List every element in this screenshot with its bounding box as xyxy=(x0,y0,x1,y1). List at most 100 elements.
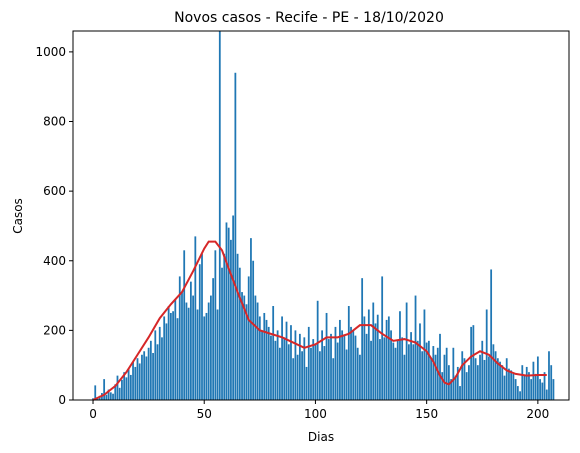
x-tick-label: 100 xyxy=(304,407,327,421)
bar xyxy=(296,354,299,400)
bar xyxy=(172,311,174,400)
bar xyxy=(227,227,230,400)
bar xyxy=(105,394,108,400)
bar xyxy=(94,385,97,400)
bar xyxy=(488,356,490,400)
bar xyxy=(383,337,386,400)
bar xyxy=(192,295,194,400)
bar xyxy=(176,318,179,400)
bar xyxy=(470,326,473,400)
bar xyxy=(545,389,548,400)
bar xyxy=(445,347,448,400)
bar xyxy=(399,311,401,400)
bar xyxy=(341,330,344,400)
bar xyxy=(174,299,177,400)
bar xyxy=(474,358,477,400)
bar xyxy=(439,333,441,400)
bar xyxy=(539,379,541,400)
bar xyxy=(323,346,326,400)
bar xyxy=(225,222,228,400)
bar xyxy=(503,375,506,400)
bar xyxy=(479,354,481,400)
bar-series xyxy=(92,31,555,401)
bar xyxy=(514,379,517,400)
bar xyxy=(312,339,315,400)
bar xyxy=(310,347,312,400)
bar xyxy=(434,354,437,400)
bar xyxy=(374,323,377,400)
bar xyxy=(425,342,428,400)
bar xyxy=(350,326,352,400)
bar xyxy=(234,72,237,401)
bar xyxy=(343,335,346,400)
bar xyxy=(194,236,197,400)
bar xyxy=(459,386,461,400)
bar xyxy=(528,372,530,400)
bar xyxy=(530,379,533,400)
bar xyxy=(201,253,203,400)
bar xyxy=(347,306,350,400)
bar xyxy=(121,379,123,400)
bar xyxy=(430,358,432,400)
bar xyxy=(307,326,310,400)
bar xyxy=(363,316,366,400)
bar xyxy=(468,365,470,400)
bar xyxy=(238,267,241,400)
bar xyxy=(107,389,110,400)
bar xyxy=(494,351,497,400)
bar xyxy=(492,344,495,400)
bar xyxy=(256,302,259,400)
x-tick-label: 200 xyxy=(526,407,549,421)
bar xyxy=(214,250,217,400)
bar xyxy=(125,377,128,400)
trend-line xyxy=(92,240,547,401)
bar xyxy=(274,340,277,400)
bar xyxy=(127,368,130,400)
bar xyxy=(165,323,168,400)
bar xyxy=(245,304,248,400)
bar xyxy=(285,321,288,400)
bar xyxy=(550,365,553,400)
bar xyxy=(327,339,330,400)
bar xyxy=(361,278,364,400)
bar xyxy=(154,330,157,400)
bar xyxy=(339,319,341,400)
y-axis: 0 200 400 600 800 1000 xyxy=(35,45,73,407)
bar xyxy=(183,250,186,400)
bar xyxy=(156,344,159,400)
bar xyxy=(465,372,468,400)
bar xyxy=(147,347,150,400)
bar xyxy=(490,269,493,400)
bar xyxy=(508,368,510,400)
bar xyxy=(410,332,412,400)
bar xyxy=(381,276,384,400)
bar xyxy=(345,349,348,400)
bar xyxy=(272,306,275,400)
bar xyxy=(392,342,395,400)
bar xyxy=(532,361,535,400)
bar xyxy=(287,344,290,400)
x-tick-label: 0 xyxy=(89,407,97,421)
bar xyxy=(525,366,528,400)
bar xyxy=(169,312,172,400)
bar xyxy=(270,335,272,400)
bar xyxy=(210,295,212,400)
y-tick-label: 1000 xyxy=(35,45,66,59)
bar xyxy=(247,276,250,400)
bar xyxy=(483,359,486,400)
bar xyxy=(421,351,424,400)
bar xyxy=(283,337,286,400)
x-tick-label: 50 xyxy=(197,407,212,421)
bar xyxy=(352,330,355,400)
bar xyxy=(450,379,453,400)
bar xyxy=(499,361,501,400)
bar xyxy=(314,344,317,400)
bar xyxy=(198,264,201,400)
bar xyxy=(129,374,132,400)
bar xyxy=(143,351,146,400)
bar xyxy=(536,356,539,400)
bar xyxy=(401,337,404,400)
bar xyxy=(167,306,170,400)
bar xyxy=(552,379,555,400)
bar xyxy=(516,386,519,400)
